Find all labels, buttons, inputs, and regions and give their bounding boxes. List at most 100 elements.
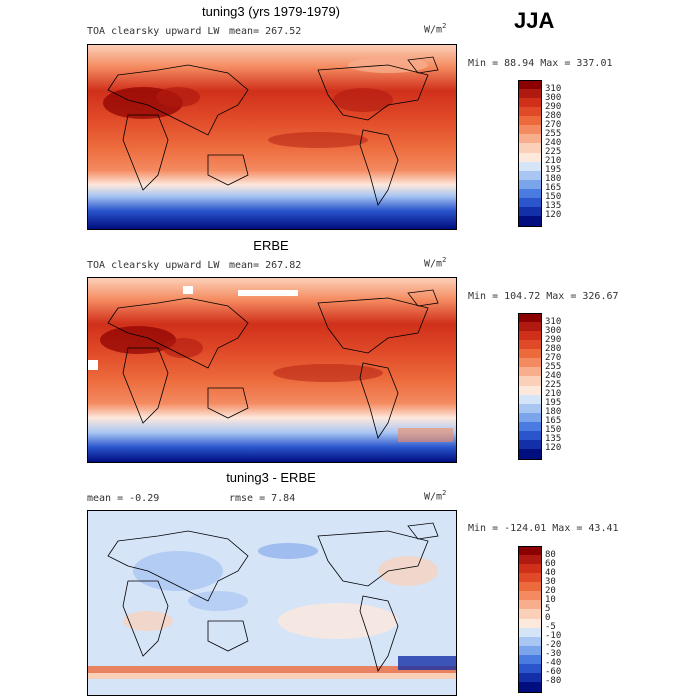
colorbar-tick-label: 120 [545,443,562,454]
colorbar-swatch [518,421,542,432]
colorbar-swatch [518,573,542,583]
colorbar-tick-label: 240 [545,137,562,148]
colorbar-swatch [518,564,542,574]
colorbar-tick-label: 135 [545,201,562,212]
colorbar-tick-label: 135 [545,434,562,445]
panel2-title: ERBE [253,238,289,253]
colorbar-tick-label: 255 [545,128,562,139]
colorbar-swatch [518,654,542,665]
panel1-colorbar: 310 300 290 280 270 255 240 225 210 195 180 165 150 1… [518,80,578,227]
panel1-field: TOA clearsky upward LW [87,26,220,37]
colorbar-swatch [518,89,542,99]
colorbar-tick-label: 225 [545,147,562,157]
colorbar-swatch [518,340,542,350]
colorbar-tick-label: 225 [545,380,562,390]
colorbar-tick-label: 195 [545,398,562,409]
panel2-field: TOA clearsky upward LW [87,260,220,271]
colorbar-swatch [518,412,542,423]
panel1-mean: mean= 267.52 [229,26,302,37]
colorbar-tick-label: 270 [545,119,562,130]
colorbar-tick-label: 5 [545,603,551,614]
colorbar-swatch [518,313,542,324]
panel3-minmax: Min = -124.01 Max = 43.41 [468,523,619,534]
colorbar-swatch [518,555,542,565]
colorbar-tick-label: -80 [545,676,562,687]
panel3-map [87,510,457,696]
colorbar-swatch [518,134,542,144]
colorbar-swatch [518,681,542,693]
colorbar-swatch [518,107,542,117]
panel1-title: tuning3 (yrs 1979-1979) [201,4,341,19]
colorbar-swatch [518,645,542,656]
colorbar-swatch [518,367,542,377]
panel2-unit: W/m2 [424,256,447,270]
colorbar-swatch [518,663,542,674]
colorbar-tick-label: -60 [545,667,562,678]
colorbar-swatch [518,448,542,460]
colorbar-swatch [518,627,542,638]
colorbar-tick-label: 150 [545,425,562,436]
colorbar-swatch [518,618,542,629]
colorbar-tick-label: 280 [545,110,562,121]
colorbar-tick-label: 30 [545,576,556,587]
colorbar-tick-label: 300 [545,325,562,336]
colorbar-tick-label: 255 [545,361,562,372]
colorbar-swatch [518,98,542,108]
colorbar-tick-label: 270 [545,352,562,363]
colorbar-tick-label: 165 [545,183,562,194]
panel2-map [87,277,457,463]
colorbar-tick-label: 150 [545,192,562,203]
panel3-mean: mean = -0.29 [87,493,160,504]
colorbar-tick-label: 60 [545,558,556,569]
colorbar-swatch [518,609,542,619]
colorbar-tick-label: 180 [545,174,562,185]
panel2-mean: mean= 267.82 [229,260,302,271]
colorbar-swatch [518,143,542,153]
colorbar-swatch [518,636,542,647]
colorbar-swatch [518,591,542,601]
colorbar-swatch [518,376,542,386]
colorbar-swatch [518,349,542,359]
panel1-unit: W/m2 [424,22,447,36]
colorbar-tick-label: 310 [545,316,562,327]
colorbar-tick-label: 280 [545,343,562,354]
colorbar-tick-label: 120 [545,210,562,221]
colorbar-tick-label: 300 [545,92,562,103]
colorbar-swatch [518,430,542,441]
colorbar-swatch [518,80,542,91]
colorbar-swatch [518,385,542,396]
panel3-colorbar: 80 60 40 30 20 10 5 0 -5 -10 -20 -30 -40 -60 -80 [518,546,578,693]
colorbar-tick-label: -40 [545,658,562,669]
colorbar-swatch [518,331,542,341]
colorbar-swatch [518,439,542,450]
colorbar-tick-label: 20 [545,585,556,596]
colorbar-tick-label: 195 [545,165,562,176]
panel2-colorbar: 310 300 290 280 270 255 240 225 210 195 180 165 150 1… [518,313,578,460]
colorbar-swatch [518,672,542,683]
colorbar-swatch [518,322,542,332]
panel2-minmax: Min = 104.72 Max = 326.67 [468,291,619,302]
colorbar-tick-label: 165 [545,416,562,427]
colorbar-tick-label: -10 [545,631,562,642]
colorbar-tick-label: 40 [545,567,556,578]
colorbar-swatch [518,600,542,610]
colorbar-tick-label: -5 [545,622,556,633]
colorbar-tick-label: 210 [545,389,562,400]
panel1-minmax: Min = 88.94 Max = 337.01 [468,58,613,69]
colorbar-tick-label: 310 [545,83,562,94]
panel3-unit: W/m2 [424,489,447,503]
colorbar-tick-label: 180 [545,407,562,418]
panel1-map [87,44,457,230]
colorbar-tick-label: -20 [545,640,562,651]
colorbar-tick-label: 240 [545,370,562,381]
colorbar-swatch [518,206,542,217]
season-label: JJA [514,8,555,33]
colorbar-swatch [518,161,542,172]
colorbar-tick-label: 10 [545,594,556,605]
colorbar-swatch [518,358,542,368]
colorbar-tick-label: 290 [545,101,562,112]
colorbar-swatch [518,215,542,227]
colorbar-swatch [518,125,542,135]
colorbar-tick-label: 0 [545,613,551,623]
colorbar-swatch [518,170,542,181]
